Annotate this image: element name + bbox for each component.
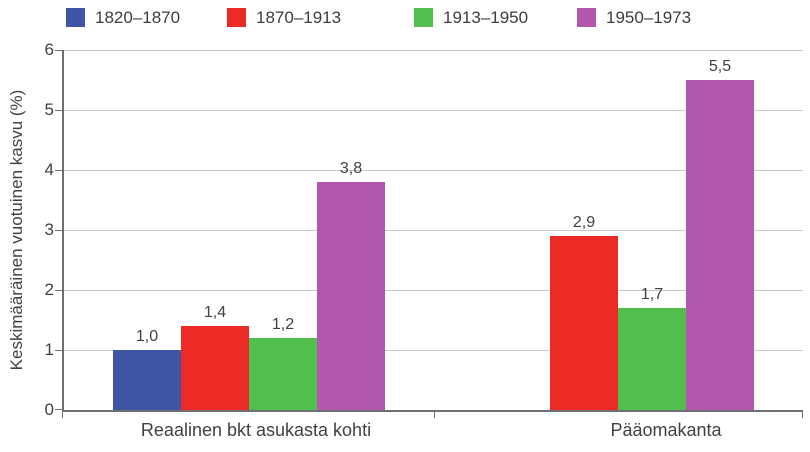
legend-swatch-1870-1913 [227, 8, 246, 27]
y-tick-label-0: 0 [44, 400, 54, 419]
legend-item-1870-1913: 1870–1913 [227, 8, 341, 27]
legend-swatch-1820-1870 [66, 8, 85, 27]
plot-area: 1,0 1,4 1,2 3,8 2,9 1,7 5,5 [55, 50, 803, 418]
y-tick-label-4: 4 [44, 160, 54, 179]
x-axis-tick-0 [62, 412, 63, 418]
gridline-4 [64, 170, 803, 171]
legend-swatch-1913-1950 [414, 8, 433, 27]
bar-1950-1973-cat0 [317, 182, 385, 410]
bar-1913-1950-cat0 [249, 338, 317, 410]
y-tick-label-5: 5 [44, 100, 54, 119]
bar-value-label: 1,0 [135, 328, 159, 345]
bar-1913-1950-cat1 [618, 308, 686, 410]
bar-value-label: 1,4 [203, 304, 227, 321]
bar-1870-1913-cat1 [550, 236, 618, 410]
legend-swatch-1950-1973 [577, 8, 596, 27]
y-axis-tick-1 [55, 350, 62, 351]
y-axis-tick-5 [55, 110, 62, 111]
y-axis-tick-0 [55, 409, 62, 410]
y-tick-label-2: 2 [44, 280, 54, 299]
bar-1870-1913-cat0 [181, 326, 249, 410]
legend-label-1950-1973: 1950–1973 [606, 8, 692, 27]
x-category-label-reaalinen-bkt: Reaalinen bkt asukasta kohti [140, 420, 372, 440]
gridline-1 [64, 350, 803, 351]
bar-value-label: 1,7 [640, 286, 664, 303]
bar-1820-1870-cat0 [113, 350, 181, 410]
x-category-label-paaomakanta: Pääomakanta [610, 420, 722, 440]
gridline-2 [64, 290, 803, 291]
legend-label-1913-1950: 1913–1950 [443, 8, 529, 27]
y-axis-tick-6 [55, 50, 62, 51]
legend-label-1820-1870: 1820–1870 [95, 8, 181, 27]
legend-item-1950-1973: 1950–1973 [577, 8, 691, 27]
x-axis-tick-2 [802, 412, 803, 418]
gridline-3 [64, 230, 803, 231]
x-axis-tick-1 [434, 412, 435, 418]
bar-value-label: 2,9 [572, 214, 596, 231]
bar-1950-1973-cat1 [686, 80, 754, 410]
legend-label-1870-1913: 1870–1913 [256, 8, 342, 27]
y-axis-tick-2 [55, 290, 62, 291]
y-axis-tick-3 [55, 230, 62, 231]
gridline-6 [64, 50, 803, 51]
bar-value-label: 5,5 [708, 58, 732, 75]
bar-value-label: 1,2 [271, 316, 295, 333]
legend-item-1820-1870: 1820–1870 [66, 8, 180, 27]
legend: 1820–1870 1870–1913 1913–1950 1950–1973 [0, 0, 810, 38]
y-tick-label-6: 6 [44, 40, 54, 59]
legend-item-1913-1950: 1913–1950 [414, 8, 528, 27]
bar-value-label: 3,8 [339, 160, 363, 177]
gridline-5 [64, 110, 803, 111]
y-axis-tick-4 [55, 170, 62, 171]
y-tick-label-1: 1 [44, 340, 54, 359]
y-tick-label-3: 3 [44, 220, 54, 239]
